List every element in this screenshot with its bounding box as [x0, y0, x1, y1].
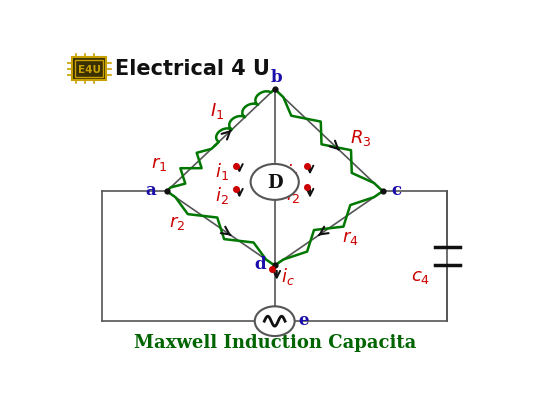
Text: a: a [146, 182, 157, 198]
Text: $r_1$: $r_1$ [151, 154, 167, 172]
Text: D: D [267, 174, 282, 191]
Text: $r_4$: $r_4$ [342, 228, 359, 246]
Text: $i_1$: $i_1$ [215, 160, 229, 181]
Text: b: b [271, 69, 282, 86]
Bar [72, 58, 106, 81]
Text: $r_2$: $r_2$ [169, 213, 185, 231]
Text: $c_4$: $c_4$ [411, 267, 430, 286]
Text: $I_1$: $I_1$ [210, 101, 225, 121]
Circle shape [251, 164, 299, 200]
Circle shape [255, 306, 295, 336]
Text: E4U: E4U [78, 65, 101, 75]
Text: $i_1$: $i_1$ [286, 161, 300, 182]
Text: e: e [299, 311, 309, 328]
Text: Maxwell Induction Capacita: Maxwell Induction Capacita [133, 333, 416, 351]
Text: $i_2$: $i_2$ [286, 184, 300, 205]
Text: $R_3$: $R_3$ [351, 128, 372, 148]
Text: Electrical 4 U: Electrical 4 U [115, 59, 270, 79]
Text: $i_c$: $i_c$ [281, 265, 295, 286]
Text: $i_2$: $i_2$ [215, 184, 229, 205]
Bar [75, 61, 103, 78]
Text: d: d [254, 256, 265, 273]
Text: c: c [392, 182, 402, 198]
